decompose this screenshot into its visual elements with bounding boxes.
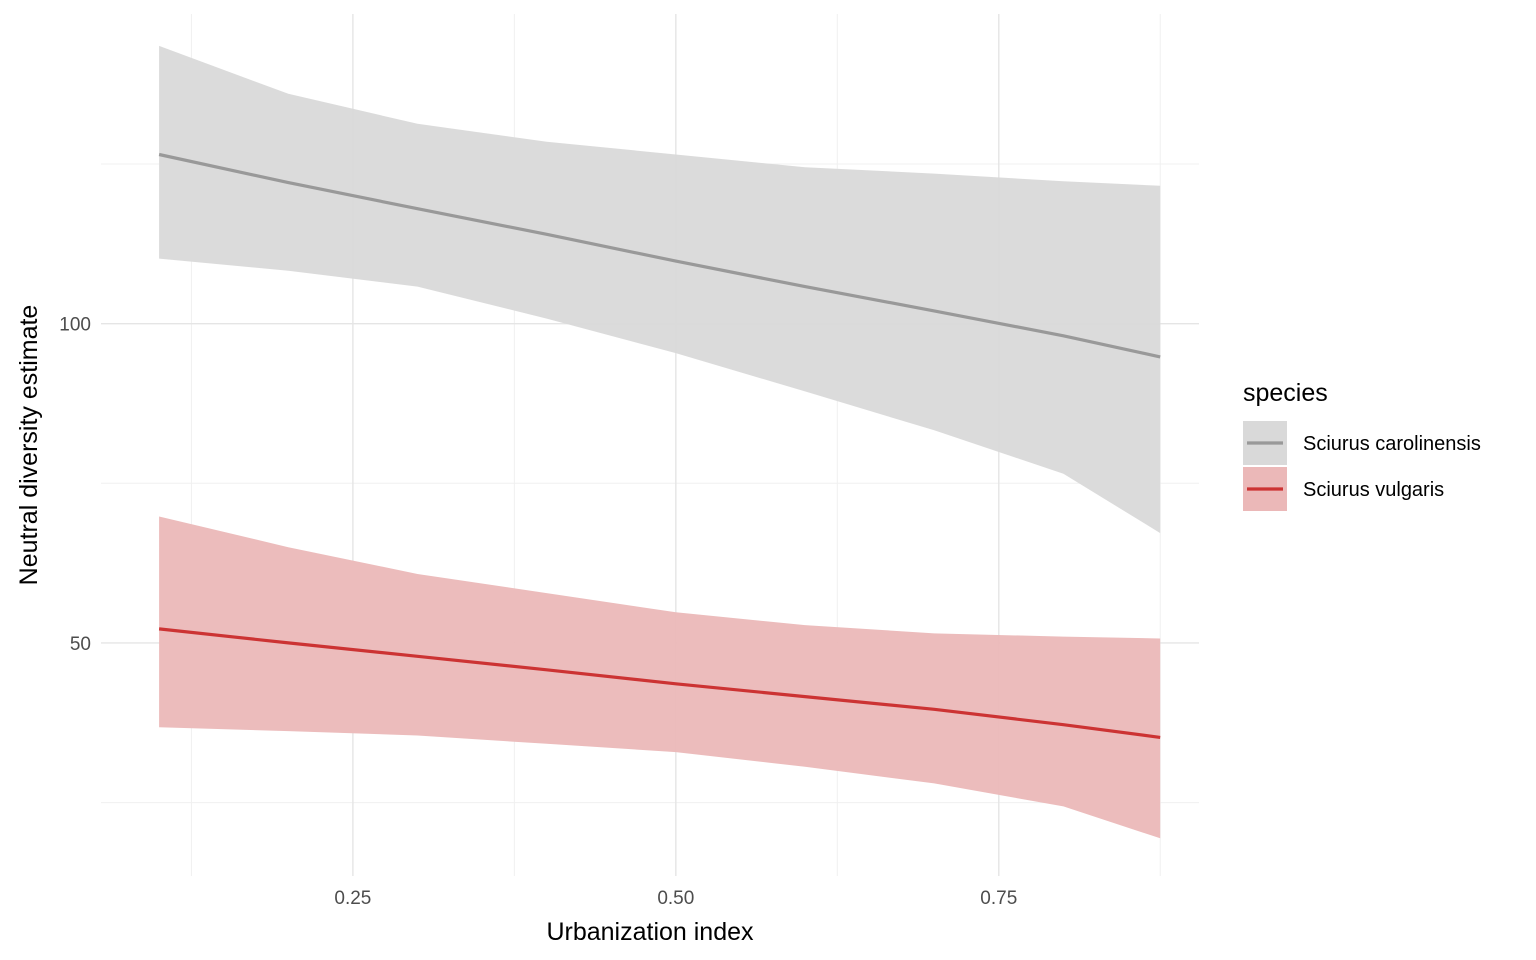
- legend-items: Sciurus carolinensis Sciurus vulgaris: [1243, 421, 1481, 511]
- legend-item-sciurus-vulgaris: Sciurus vulgaris: [1243, 467, 1444, 511]
- x-tick-label-2: 0.75: [980, 888, 1017, 909]
- confidence-band-sciurus-carolinensis: [159, 45, 1161, 534]
- y-tick-label-1: 100: [59, 315, 91, 336]
- x-tick-label-0: 0.25: [334, 888, 371, 909]
- y-axis-ticks: 50 100: [59, 315, 91, 655]
- ribbon-layer: [159, 45, 1161, 839]
- x-axis-ticks: 0.25 0.50 0.75: [334, 888, 1017, 909]
- series-line-sciurus-carolinensis: [158, 152, 1161, 359]
- y-axis-title: Neutral diversity estimate: [15, 305, 43, 586]
- x-tick-label-1: 0.50: [657, 888, 694, 909]
- legend-label: Sciurus carolinensis: [1303, 433, 1481, 455]
- confidence-band-sciurus-vulgaris: [159, 516, 1161, 839]
- series-line-sciurus-vulgaris: [158, 627, 1161, 739]
- line-layer: [158, 152, 1161, 739]
- legend-label: Sciurus vulgaris: [1303, 479, 1444, 501]
- legend-title: species: [1243, 379, 1328, 407]
- legend-item-sciurus-carolinensis: Sciurus carolinensis: [1243, 421, 1481, 465]
- legend: species Sciurus carolinensis Sciurus vulg…: [1243, 379, 1481, 511]
- x-axis-title: Urbanization index: [546, 918, 754, 946]
- y-tick-label-0: 50: [70, 634, 91, 655]
